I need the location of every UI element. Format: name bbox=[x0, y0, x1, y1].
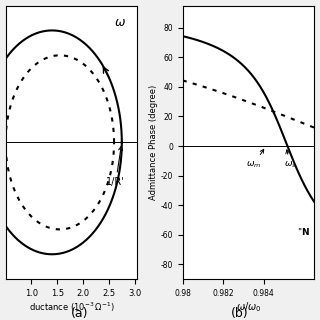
X-axis label: ductance $(10^{-3}\,\Omega^{-1})$: ductance $(10^{-3}\,\Omega^{-1})$ bbox=[29, 301, 114, 314]
Text: (b): (b) bbox=[231, 307, 249, 320]
Text: 1/R': 1/R' bbox=[106, 146, 125, 188]
Y-axis label: Admittance Phase (degree): Admittance Phase (degree) bbox=[149, 85, 158, 200]
Text: "$\bf{N}$: "$\bf{N}$ bbox=[298, 226, 310, 237]
Text: (a): (a) bbox=[71, 307, 89, 320]
Text: $\omega_s$: $\omega_s$ bbox=[284, 150, 297, 170]
X-axis label: $\omega/\omega_0$: $\omega/\omega_0$ bbox=[236, 301, 261, 315]
Text: $\omega_m$: $\omega_m$ bbox=[246, 149, 264, 170]
Text: $\omega$: $\omega$ bbox=[114, 16, 126, 28]
